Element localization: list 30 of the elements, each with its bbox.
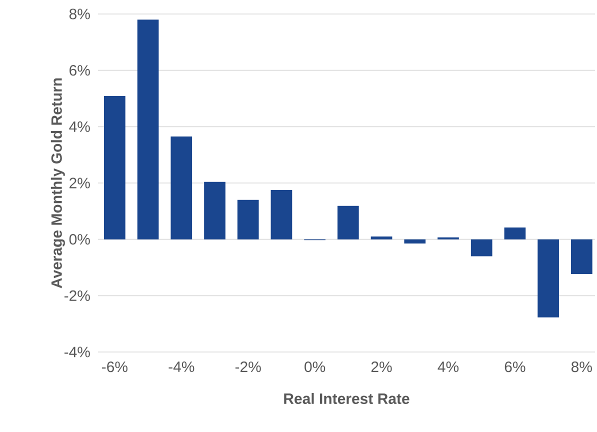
x-tick-label: -4% (168, 362, 194, 372)
x-tick-label: 6% (504, 362, 526, 372)
bar (137, 20, 159, 240)
x-tick-label: 8% (571, 362, 592, 372)
bar (538, 239, 559, 318)
y-tick-label: 6% (70, 65, 90, 76)
y-axis-title: Average Monthly Gold Return (50, 78, 65, 288)
x-tick-label: 4% (438, 362, 459, 372)
x-axis-title: Real Interest Rate (284, 392, 410, 404)
y-tick-label: 4% (69, 121, 90, 132)
y-tick-label: 0% (69, 234, 90, 245)
bar (270, 190, 292, 240)
y-tick-label: -2% (64, 290, 90, 301)
bar (504, 228, 526, 240)
bar (570, 239, 592, 274)
x-tick-label: -6% (102, 362, 128, 372)
x-tick-label: -2% (235, 362, 261, 372)
bar (370, 236, 392, 240)
bar (237, 200, 259, 240)
y-tick-label: 8% (69, 8, 90, 20)
y-tick-label: 2% (70, 178, 90, 188)
bar (337, 206, 359, 240)
bar (104, 96, 126, 240)
x-tick-label: 2% (371, 362, 392, 372)
bar (204, 182, 226, 240)
y-tick-label: -4% (64, 346, 90, 358)
x-tick-label: 0% (304, 362, 326, 372)
bar (170, 136, 192, 240)
bar (404, 239, 426, 244)
bar (470, 239, 492, 256)
